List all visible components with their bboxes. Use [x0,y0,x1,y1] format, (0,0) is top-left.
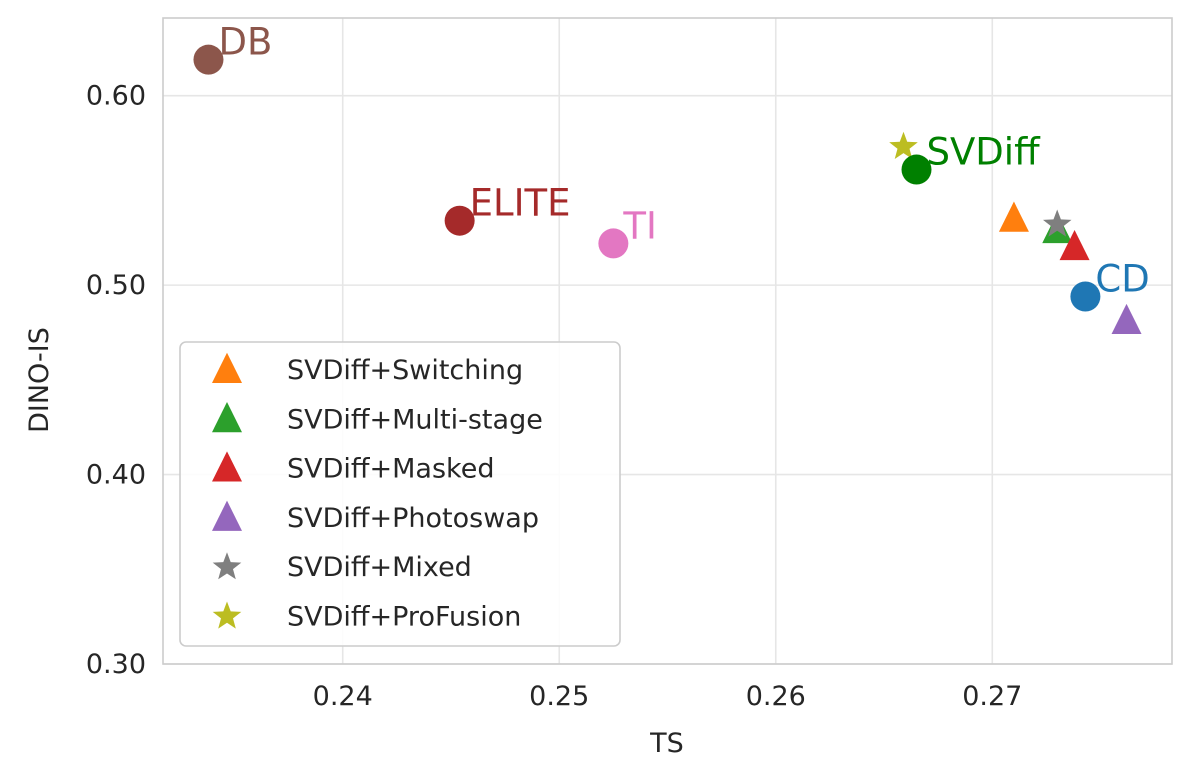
legend-entry: SVDiff+Masked [287,454,494,485]
method-point [1070,281,1101,312]
method-point [193,44,224,75]
series-point [1059,229,1090,261]
legend-entry: SVDiff+Switching [287,355,523,386]
method-point [444,205,475,236]
series-point [998,201,1029,232]
series-point [889,131,918,159]
y-tick-label: 0.60 [86,81,146,112]
legend-marker [212,402,242,433]
legend-marker [212,451,242,482]
x-tick-label: 0.27 [962,681,1022,712]
legend: SVDiff+Switching SVDiff+Multi-stage SVDiff… [179,341,621,647]
y-tick-label: 0.50 [86,270,146,301]
legend-box [179,341,621,647]
legend-marker [212,500,242,531]
legend-entry: SVDiff+Photoswap [287,503,539,534]
x-tick-label: 0.25 [529,681,589,712]
x-axis-label: TS [649,728,684,759]
legend-entry: SVDiff+Mixed [287,552,472,583]
point-label: DB [218,21,272,64]
legend-entry: SVDiff+ProFusion [287,602,521,633]
legend-marker [212,552,242,580]
point-label: TI [622,204,657,247]
legend-entry: SVDiff+Multi-stage [287,404,543,435]
legend-marker [212,352,242,383]
plot-frame [162,17,1173,665]
method-point [901,154,932,185]
series-point [1111,303,1142,335]
tick-labels: 0.24 0.25 0.26 0.27 0.30 0.40 0.50 0.60 [86,81,1022,712]
x-tick-label: 0.26 [746,681,806,712]
x-tick-label: 0.24 [313,681,373,712]
y-tick-label: 0.40 [86,460,146,491]
legend-marker [212,601,242,629]
point-label: SVDiff [927,131,1042,174]
point-label: CD [1095,257,1149,300]
series-point [1043,209,1072,237]
point-label: ELITE [470,182,571,225]
method-point [598,228,629,259]
data-points: DB ELITE TI SVDiff CD [193,21,1150,335]
y-tick-label: 0.30 [86,649,146,680]
y-axis-label: DINO-IS [24,327,55,433]
